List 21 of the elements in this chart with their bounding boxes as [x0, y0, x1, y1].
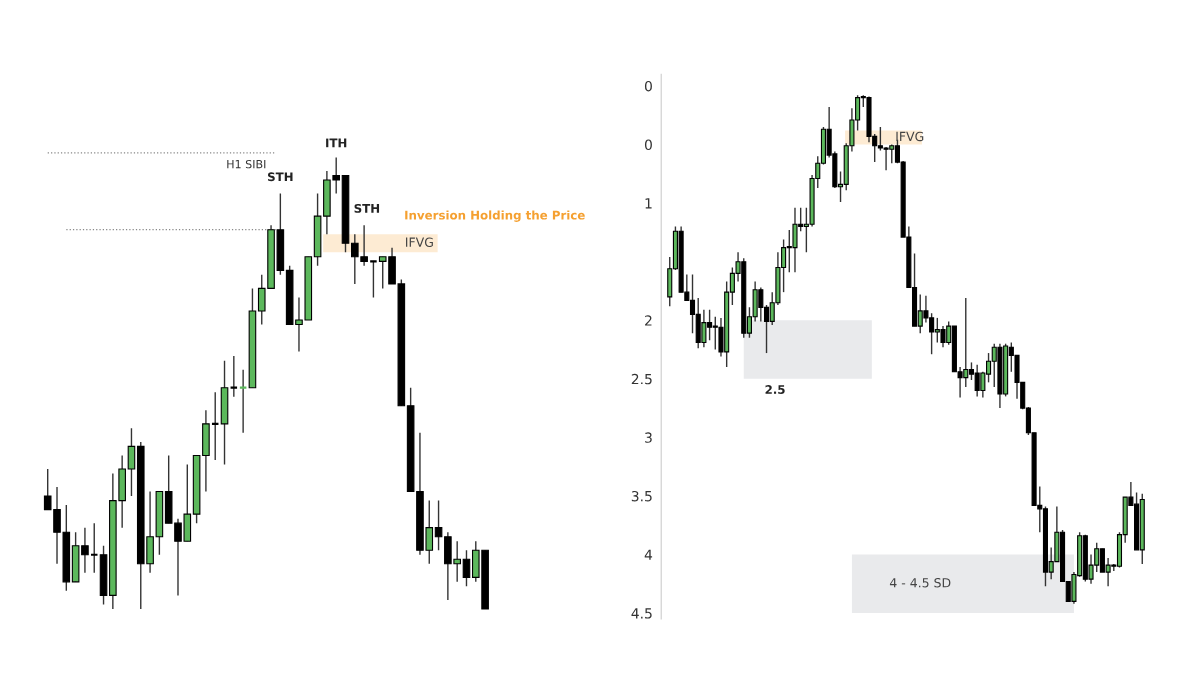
y-tick-label: 1: [645, 198, 652, 209]
y-tick-label: 4: [644, 549, 653, 560]
annotation: STH: [354, 203, 380, 213]
band-label: IFVG: [896, 131, 924, 142]
annotation: STH: [267, 172, 293, 182]
y-tick-label: 3: [645, 432, 652, 443]
y-tick-label: 0: [644, 80, 652, 92]
y-tick-label: 3.5: [631, 490, 652, 502]
y-tick-label: 4.5: [631, 608, 652, 619]
annotation: 2.5: [765, 385, 785, 394]
annotation: Inversion Holding the Price: [405, 210, 585, 222]
candlestick: [127, 427, 136, 497]
ref-line-label: H1 SIBI: [227, 159, 266, 169]
band-label: IFVG: [406, 237, 433, 247]
band-label: 4 - 4.5 SD: [889, 578, 951, 588]
candlestick: [462, 549, 471, 588]
text: ITH: [326, 138, 347, 148]
candlestick: [434, 499, 443, 551]
y-tick-label: 0: [644, 139, 652, 151]
y-tick-label: 2: [645, 315, 652, 326]
y-tick-label: 2.5: [631, 373, 652, 385]
